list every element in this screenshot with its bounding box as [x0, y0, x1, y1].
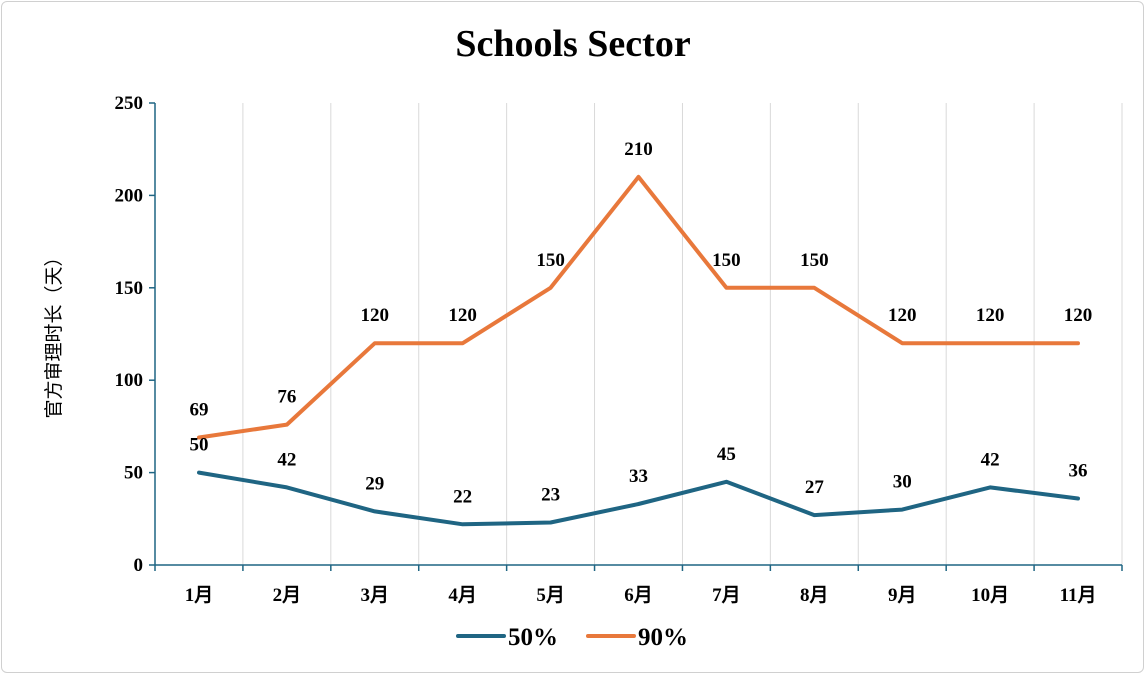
x-tick-label: 10月 — [971, 585, 1009, 606]
axes: 0 50 100 150 200 250 1月 2月 3月 4月 5月 6月 7月 8月 9月 10月 11月 — [115, 93, 1123, 606]
legend-label: 50% — [508, 624, 558, 651]
x-tick-label: 7月 — [712, 585, 741, 606]
data-label: 150 — [712, 250, 741, 271]
data-label: 120 — [448, 305, 477, 326]
data-labels: 50 42 29 22 23 33 45 27 30 42 36 69 76 120 120 150 210 15… — [189, 139, 1092, 507]
x-tick-label: 8月 — [800, 585, 829, 606]
legend-label: 90% — [638, 624, 688, 651]
data-label: 22 — [453, 486, 472, 507]
data-label: 150 — [800, 250, 829, 271]
y-tick-label: 200 — [115, 185, 144, 206]
x-tick-label: 3月 — [361, 585, 390, 606]
data-label: 27 — [805, 477, 825, 498]
x-tick-label: 11月 — [1060, 585, 1097, 606]
data-label: 120 — [1064, 305, 1093, 326]
x-tick-label: 5月 — [536, 585, 565, 606]
x-tick-label: 1月 — [185, 585, 214, 606]
y-tick-label: 150 — [115, 278, 144, 299]
y-tick-label: 50 — [124, 463, 143, 484]
y-tick-label: 250 — [115, 93, 144, 114]
data-label: 120 — [888, 305, 917, 326]
x-tick-label: 6月 — [624, 585, 653, 606]
data-label: 42 — [277, 449, 296, 470]
data-label: 76 — [277, 387, 296, 408]
data-label: 30 — [893, 472, 912, 493]
x-tick-label: 9月 — [888, 585, 917, 606]
series-line-2 — [197, 174, 1080, 440]
data-label: 42 — [981, 449, 1000, 470]
y-tick-label: 0 — [134, 555, 144, 576]
data-label: 150 — [536, 250, 565, 271]
gridlines — [242, 103, 1123, 565]
series-lines — [197, 174, 1080, 527]
data-label: 23 — [541, 484, 560, 505]
legend: 50% 90% — [456, 624, 688, 651]
series-line-1 — [197, 470, 1080, 527]
y-tick-label: 100 — [115, 370, 144, 391]
data-label: 120 — [976, 305, 1005, 326]
data-label: 36 — [1069, 460, 1088, 481]
chart-title: Schools Sector — [455, 23, 691, 65]
x-tick-label: 2月 — [273, 585, 302, 606]
data-label: 45 — [717, 444, 736, 465]
y-axis-label: 官方审理时长（天） — [43, 247, 65, 418]
data-label: 69 — [189, 399, 208, 420]
data-label: 210 — [624, 139, 653, 160]
data-label: 29 — [365, 473, 384, 494]
x-tick-label: 4月 — [448, 585, 477, 606]
data-label: 120 — [361, 305, 390, 326]
data-label: 50 — [189, 435, 208, 456]
data-label: 33 — [629, 466, 648, 487]
